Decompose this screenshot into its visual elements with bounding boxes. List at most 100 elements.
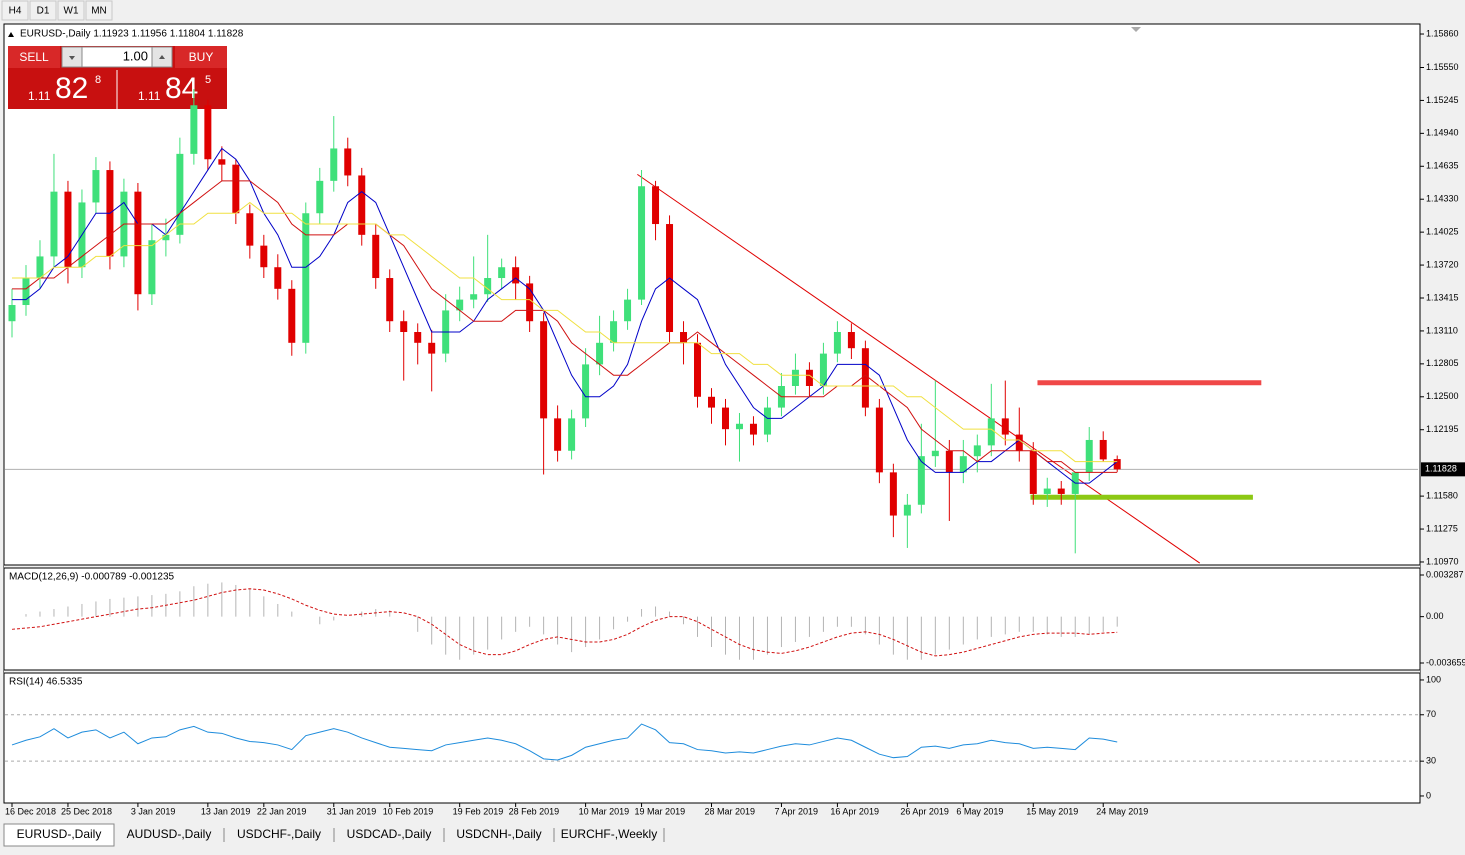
candle-body: [959, 456, 967, 473]
candle-body: [987, 418, 995, 446]
y-tick-label: 1.12805: [1426, 358, 1459, 368]
candle-body: [470, 294, 478, 300]
candle-body: [1057, 488, 1065, 494]
candle-body: [791, 369, 799, 386]
trade-panel: SELL BUY 1.00 1.11 82 8 1.11 84 5: [8, 46, 227, 109]
candle-body: [22, 278, 30, 306]
timeframe-label[interactable]: H4: [9, 6, 22, 17]
x-tick-label: 19 Feb 2019: [453, 806, 504, 816]
tab-label[interactable]: AUDUSD-,Daily: [127, 827, 212, 841]
y-tick-label: 30: [1426, 756, 1436, 766]
candle-body: [1085, 439, 1093, 473]
candle-body: [889, 472, 897, 516]
timeframe-label[interactable]: D1: [37, 6, 50, 17]
moving-average: [11, 180, 1118, 473]
arrow: [69, 56, 75, 60]
sell-button[interactable]: [8, 46, 60, 68]
panel-title: MACD(12,26,9) -0.000789 -0.001235: [9, 572, 175, 583]
candle-body: [638, 186, 646, 300]
candle-body: [358, 175, 366, 235]
candle-body: [386, 278, 394, 322]
tab-label[interactable]: USDCHF-,Daily: [237, 827, 321, 841]
candle-body: [833, 332, 841, 354]
y-tick-label: 70: [1426, 709, 1436, 719]
candle-body: [708, 396, 715, 408]
arrow: [159, 55, 165, 59]
candle-body: [861, 348, 869, 408]
candle-body: [134, 191, 142, 295]
x-tick-label: 25 Dec 2018: [61, 806, 112, 816]
candle-body: [64, 191, 72, 268]
x-tick-label: 24 May 2019: [1096, 806, 1148, 816]
x-tick-label: 16 Apr 2019: [830, 806, 879, 816]
candle-body: [540, 321, 548, 419]
candle-body: [512, 267, 520, 284]
y-tick-label: -0.003659: [1426, 657, 1465, 667]
candle-body: [274, 267, 282, 289]
collapse-icon: [8, 32, 14, 37]
tab-active[interactable]: [3, 823, 115, 847]
y-tick-label: 1.14025: [1426, 227, 1459, 237]
tab-label[interactable]: USDCAD-,Daily: [347, 827, 432, 841]
price-label: 1.11828: [1425, 464, 1457, 474]
y-tick-label: 1.14940: [1426, 128, 1459, 138]
y-tick-label: 1.13720: [1426, 259, 1459, 269]
y-tick-label: 1.13415: [1426, 292, 1459, 302]
separator: [4, 670, 1420, 673]
candle-body: [582, 364, 590, 419]
x-tick-label: 3 Jan 2019: [131, 806, 176, 816]
candle-body: [372, 234, 380, 279]
sell-label[interactable]: SELL: [19, 50, 49, 64]
x-tick-label: 22 Jan 2019: [257, 806, 307, 816]
candle-body: [288, 288, 296, 343]
plot: [5, 89, 1418, 564]
candle-body: [805, 369, 813, 386]
y-tick-label: 1.15550: [1426, 62, 1459, 72]
y-tick-label: 0.00: [1426, 611, 1444, 621]
candle-body: [735, 423, 743, 430]
candle-body: [428, 342, 436, 354]
candle-body: [176, 153, 184, 235]
plot: [5, 714, 1418, 762]
candle-body: [316, 180, 324, 214]
buy-button[interactable]: [175, 46, 227, 68]
price-prefix: 1.11: [138, 89, 161, 103]
volume[interactable]: 1.00: [123, 48, 148, 63]
timeframe-button[interactable]: [57, 0, 85, 21]
price-big: 82: [55, 72, 88, 105]
candle-body: [302, 213, 310, 343]
timeframe-label[interactable]: MN: [91, 6, 107, 17]
candle-body: [246, 213, 254, 246]
y-tick-label: 1.10970: [1426, 556, 1459, 566]
x-tick-label: 15 May 2019: [1026, 806, 1078, 816]
price-small: 5: [205, 74, 211, 86]
x-tick-label: 31 Jan 2019: [327, 806, 377, 816]
timeframe-button[interactable]: [1, 0, 29, 21]
candle-body: [498, 267, 506, 279]
timeframe-button[interactable]: [29, 0, 57, 21]
candle-body: [1029, 450, 1037, 494]
toolbar: [0, 0, 1465, 22]
candle-body: [1043, 488, 1051, 494]
buy-label[interactable]: BUY: [189, 50, 214, 64]
candle-body: [414, 332, 422, 343]
tab-label[interactable]: USDCNH-,Daily: [456, 827, 541, 841]
price-big: 84: [165, 72, 198, 105]
tab-label[interactable]: EURCHF-,Weekly: [561, 827, 657, 841]
tab-label[interactable]: EURUSD-,Daily: [17, 827, 102, 841]
timeframe-label[interactable]: W1: [64, 6, 79, 17]
y-tick-label: 1.13110: [1426, 325, 1458, 335]
timeframe-button[interactable]: [85, 0, 113, 21]
x-tick-label: 13 Jan 2019: [201, 806, 251, 816]
moving-average: [11, 201, 1118, 463]
rsi-line: [11, 723, 1118, 761]
y-tick-label: 100: [1426, 674, 1441, 684]
price-prefix: 1.11: [28, 89, 51, 103]
candle-body: [1015, 434, 1023, 451]
candle-body: [624, 299, 632, 322]
y-tick-label: 1.14635: [1426, 161, 1459, 171]
candle-body: [456, 299, 464, 311]
candle-body: [92, 170, 100, 203]
